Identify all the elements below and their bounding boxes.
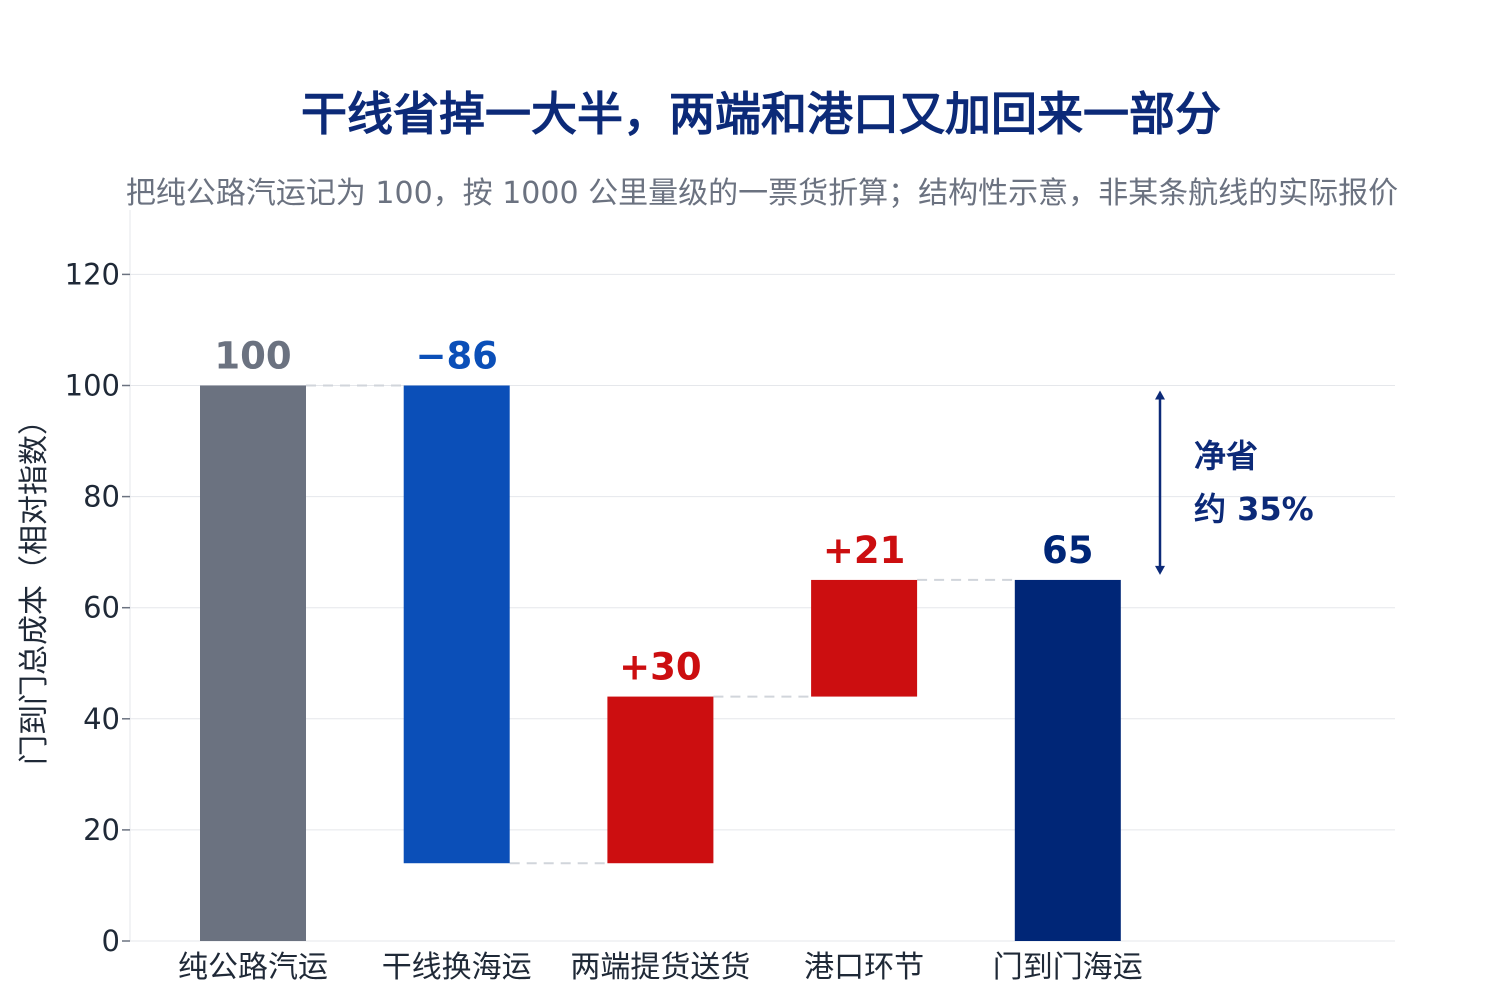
bar-3 [811, 579, 918, 697]
bar-0 [200, 385, 306, 941]
category-label-2: 两端提货送货 [570, 950, 750, 985]
arrow-up-icon [1155, 390, 1165, 400]
category-label-3: 港口环节 [804, 950, 924, 985]
y-tick-label: 0 [102, 924, 120, 958]
y-tick-label: 120 [65, 257, 120, 291]
value-label-4: 65 [1042, 529, 1094, 572]
y-tick-label: 60 [83, 591, 120, 625]
value-label-3: +21 [823, 529, 906, 572]
bar-1 [403, 385, 510, 864]
bars [200, 385, 1121, 941]
value-label-2: +30 [619, 646, 702, 689]
category-label-4: 门到门海运 [993, 950, 1143, 985]
value-label-1: −86 [415, 335, 498, 378]
y-tick-label: 80 [83, 480, 120, 514]
net-savings-annotation: 净省约 35% [1155, 390, 1314, 575]
x-axis-categories: 纯公路汽运 干线换海运 两端提货送货 港口环节 门到门海运 [178, 950, 1143, 985]
bar-2 [607, 696, 714, 864]
y-tick-label: 20 [83, 813, 120, 847]
y-axis-ticks: 0 20 40 60 80 100 120 [65, 257, 130, 958]
value-label-0: 100 [214, 335, 291, 378]
y-tick-label: 100 [65, 369, 120, 403]
y-axis-label: 门到门总成本（相对指数） [17, 405, 52, 765]
annotation-line2: 约 35% [1194, 490, 1314, 528]
y-tick-label: 40 [83, 702, 120, 736]
chart-title: 干线省掉一大半，两端和港口又加回来一部分 [301, 87, 1221, 141]
category-label-0: 纯公路汽运 [178, 950, 328, 985]
grid-lines [129, 210, 1395, 942]
annotation-line1: 净省 [1194, 437, 1258, 475]
chart-subtitle: 把纯公路汽运记为 100，按 1000 公里量级的一票货折算；结构性示意，非某条… [125, 176, 1399, 211]
bar-4 [1014, 579, 1121, 941]
arrow-down-icon [1155, 565, 1165, 575]
value-labels: 100 −86 +30 +21 65 [214, 335, 1093, 689]
category-label-1: 干线换海运 [382, 950, 532, 985]
